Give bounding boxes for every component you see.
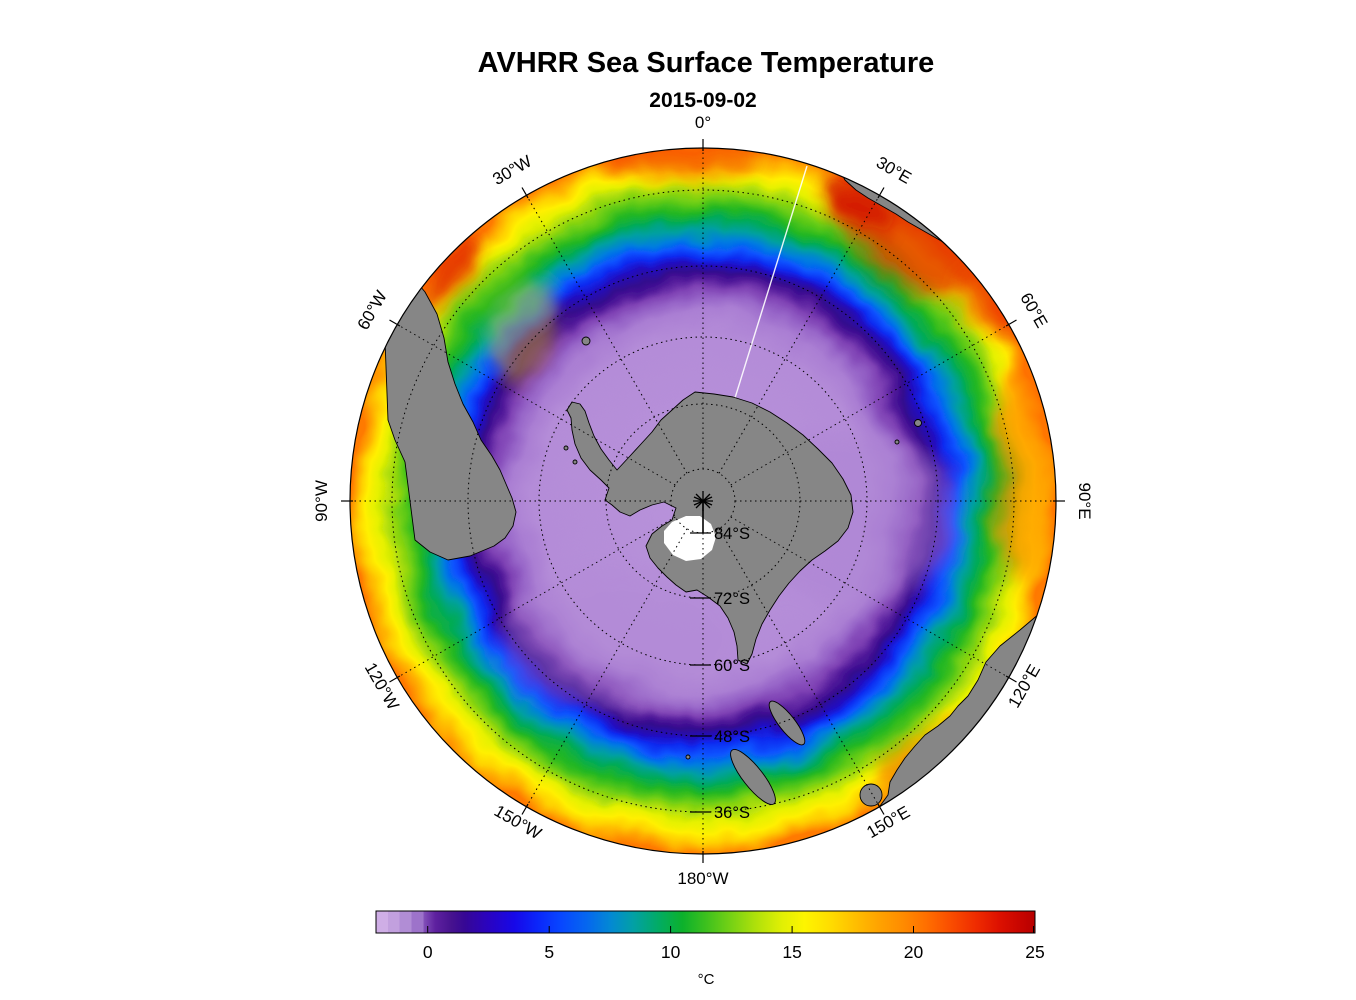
meridian-label-180: 180°W xyxy=(677,869,728,888)
colorbar-gradient xyxy=(375,910,1036,934)
meridian-label-0: 0° xyxy=(695,113,711,132)
date-subtitle: 2015-09-02 xyxy=(649,89,756,112)
svg-text:25: 25 xyxy=(1025,942,1044,962)
colorbar-ticks xyxy=(427,926,1034,933)
svg-text:0: 0 xyxy=(423,942,433,962)
latitude-labels: 84°S 72°S 60°S 48°S 36°S xyxy=(714,525,750,822)
south-america xyxy=(384,249,517,561)
latitude-label-72s: 72°S xyxy=(714,590,750,608)
meridian-label-60e: 60°E xyxy=(1016,289,1051,331)
svg-text:15: 15 xyxy=(782,942,801,962)
brazil-malvinas-warm-patch xyxy=(425,233,479,311)
new-zealand-south-island xyxy=(730,749,776,805)
meridian-label-90w: 90°W xyxy=(312,480,331,522)
colorbar-unit-label: °C xyxy=(698,971,715,988)
latitude-label-84s: 84°S xyxy=(714,525,750,543)
tasmania xyxy=(859,783,883,807)
meridian-lines xyxy=(350,148,1056,854)
meridian-edge-ticks xyxy=(341,139,1065,863)
svg-text:5: 5 xyxy=(544,942,554,962)
small-islands xyxy=(563,336,922,760)
svg-text:10: 10 xyxy=(661,942,681,962)
meridian-label-30e: 30°E xyxy=(873,153,915,188)
meridian-label-60w: 60°W xyxy=(354,287,391,333)
latitude-label-36s: 36°S xyxy=(714,804,750,822)
page-title: AVHRR Sea Surface Temperature xyxy=(478,47,935,79)
colorbar: 0 5 10 15 20 25 °C xyxy=(375,910,1045,988)
latitude-label-60s: 60°S xyxy=(714,657,750,675)
svg-text:20: 20 xyxy=(904,942,924,962)
south-pole-marker xyxy=(693,491,713,511)
colorbar-tick-labels: 0 5 10 15 20 25 xyxy=(423,942,1045,962)
meridian-label-30w: 30°W xyxy=(489,152,535,189)
latitude-ticks xyxy=(690,532,711,813)
graticule xyxy=(341,139,1065,863)
latitude-label-48s: 48°S xyxy=(714,728,750,746)
meridian-label-90e: 90°E xyxy=(1075,482,1094,519)
